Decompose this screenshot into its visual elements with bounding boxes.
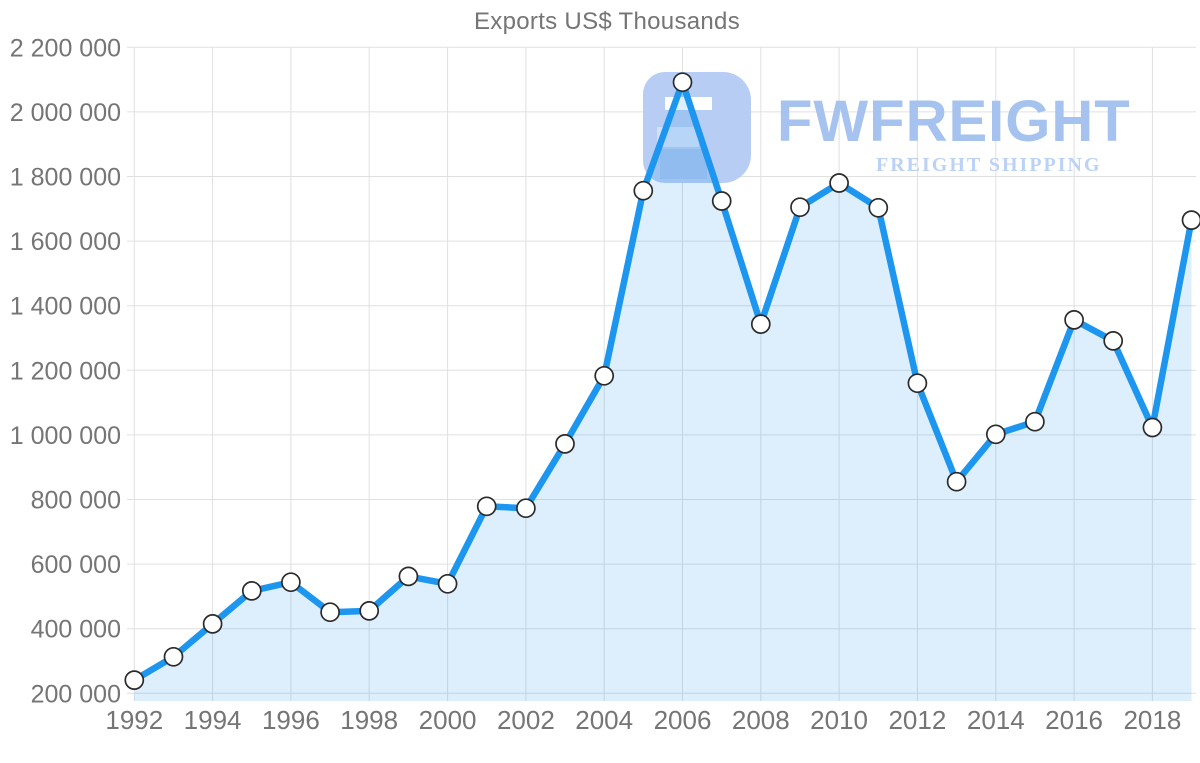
- data-point-marker[interactable]: [1103, 331, 1124, 351]
- y-tick-label: 200 000: [31, 680, 121, 708]
- data-point-marker[interactable]: [594, 365, 615, 386]
- x-tick-label: 1994: [184, 705, 242, 735]
- x-tick-label: 2004: [575, 705, 633, 735]
- y-tick-label: 800 000: [31, 487, 121, 515]
- x-tick-label: 2008: [732, 705, 790, 735]
- y-tick-label: 1 200 000: [10, 357, 121, 385]
- data-point-marker[interactable]: [750, 314, 771, 334]
- y-tick-label: 1 000 000: [10, 422, 121, 450]
- data-point-marker[interactable]: [1142, 417, 1163, 438]
- data-point-marker[interactable]: [711, 191, 732, 211]
- y-tick-label: 1 600 000: [10, 228, 121, 256]
- y-tick-label: 2 000 000: [10, 99, 121, 127]
- data-point-marker[interactable]: [1025, 411, 1045, 432]
- data-point-marker[interactable]: [790, 197, 810, 218]
- y-axis-labels: 200 000 400 000 600 000 800 000 1 000 000 1 2…: [10, 34, 121, 708]
- data-point-markers: [124, 72, 1200, 690]
- y-tick-label: 600 000: [31, 551, 121, 579]
- data-point-marker[interactable]: [516, 498, 536, 519]
- data-point-marker[interactable]: [281, 572, 301, 593]
- data-point-marker[interactable]: [241, 581, 262, 601]
- x-tick-label: 2014: [967, 705, 1025, 735]
- data-point-marker[interactable]: [672, 72, 693, 93]
- data-point-marker[interactable]: [124, 670, 145, 690]
- x-tick-label: 2006: [654, 705, 712, 735]
- data-point-marker[interactable]: [359, 601, 380, 621]
- data-point-marker[interactable]: [868, 197, 889, 218]
- x-tick-label: 1998: [340, 705, 398, 735]
- x-tick-label: 2010: [810, 705, 868, 735]
- data-point-marker[interactable]: [946, 471, 967, 492]
- x-tick-label: 2016: [1045, 705, 1103, 735]
- data-point-marker[interactable]: [437, 573, 458, 594]
- x-tick-label: 2012: [888, 705, 946, 735]
- data-point-marker[interactable]: [1064, 310, 1084, 330]
- data-point-marker[interactable]: [829, 173, 849, 193]
- data-point-marker[interactable]: [985, 424, 1006, 445]
- data-point-marker[interactable]: [476, 496, 497, 517]
- data-point-marker[interactable]: [1181, 210, 1200, 230]
- chart-title: Exports US$ Thousands: [474, 8, 740, 35]
- x-tick-label: 1996: [262, 705, 320, 735]
- x-tick-label: 2018: [1123, 705, 1181, 735]
- data-point-marker[interactable]: [163, 646, 184, 667]
- y-tick-label: 2 200 000: [10, 34, 121, 62]
- data-point-marker[interactable]: [555, 434, 575, 454]
- x-tick-label: 2000: [419, 705, 477, 735]
- data-point-marker[interactable]: [202, 614, 223, 634]
- exports-area: [134, 82, 1192, 701]
- data-point-marker[interactable]: [320, 602, 340, 623]
- data-point-marker[interactable]: [398, 566, 419, 587]
- y-tick-label: 1 400 000: [10, 293, 121, 321]
- data-point-marker[interactable]: [633, 180, 654, 201]
- y-tick-label: 400 000: [31, 616, 121, 644]
- data-point-marker[interactable]: [907, 373, 928, 394]
- x-axis-labels: 1992 1994 1996 1998 2000 2002 2004 2006 2008 2010…: [105, 705, 1181, 735]
- y-tick-label: 1 800 000: [10, 164, 121, 192]
- x-tick-label: 2002: [497, 705, 555, 735]
- x-tick-label: 1992: [105, 705, 163, 735]
